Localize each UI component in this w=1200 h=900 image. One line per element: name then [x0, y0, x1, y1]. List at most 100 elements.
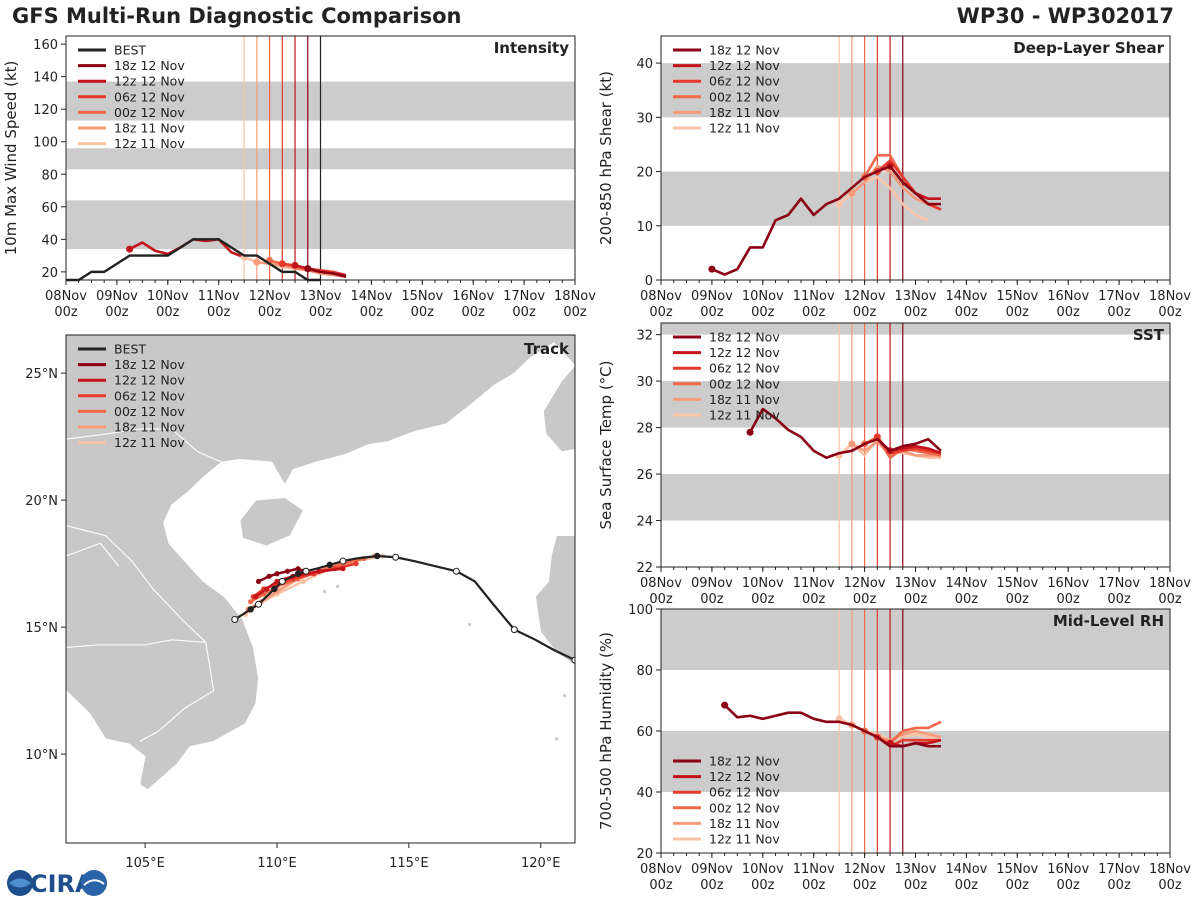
- x-tick-label: 00z: [802, 305, 826, 320]
- y-tick-label: 160: [33, 38, 58, 53]
- x-tick-label: 12Nov: [844, 576, 886, 591]
- y-tick-label: 10°N: [25, 748, 58, 763]
- x-tick-label: 14Nov: [945, 289, 987, 304]
- x-tick-label: 00z: [751, 878, 775, 893]
- x-tick-label: 15Nov: [996, 289, 1038, 304]
- x-tick-label: 00z: [802, 878, 826, 893]
- x-tick-label: 00z: [802, 592, 826, 607]
- x-tick-label: 00z: [1107, 878, 1131, 893]
- storm-id: WP30 - WP302017: [956, 4, 1174, 28]
- forecast-point: [255, 578, 262, 584]
- x-tick-label: 00z: [853, 592, 877, 607]
- country-border: [66, 639, 206, 648]
- x-tick-label: 00z: [1057, 592, 1081, 607]
- x-tick-label: 12Nov: [844, 862, 886, 877]
- best-track-point: [247, 606, 254, 613]
- legend-run-label: 06z 12 Nov: [709, 361, 780, 376]
- series-start-point: [708, 265, 716, 273]
- x-tick-label: 00z: [649, 592, 673, 607]
- legend-run-label: 12z 12 Nov: [709, 769, 780, 784]
- x-tick-label: 13Nov: [895, 862, 937, 877]
- y-tick-label: 24: [636, 515, 653, 530]
- y-tick-label: 10: [636, 220, 653, 235]
- legend-run-label: 06z 12 Nov: [114, 89, 185, 104]
- y-tick-label: 40: [636, 57, 653, 72]
- forecast-point: [266, 573, 272, 579]
- x-tick-label: 14Nov: [350, 289, 392, 304]
- legend-run-label: 12z 12 Nov: [709, 345, 780, 360]
- y-tick-label: 20: [636, 847, 653, 862]
- island: [322, 589, 327, 594]
- best-track-open-point: [571, 656, 575, 664]
- x-tick-label: 00z: [1107, 305, 1131, 320]
- x-tick-label: 18Nov: [1149, 289, 1191, 304]
- x-tick-label: 00z: [700, 592, 724, 607]
- y-axis-label: Sea Surface Temp (°C): [597, 360, 615, 529]
- x-tick-label: 15Nov: [996, 576, 1038, 591]
- x-tick-label: 00z: [105, 305, 129, 320]
- series-start-point: [848, 189, 856, 197]
- y-tick-label: 60: [41, 201, 58, 216]
- x-tick-label: 00z: [462, 305, 486, 320]
- series-start-point: [126, 245, 134, 253]
- series-start-point: [278, 260, 286, 268]
- y-axis-label: 700-500 hPa Humidity (%): [597, 632, 615, 830]
- best-track-open-point: [510, 626, 518, 634]
- panel-shear: 08Nov00z09Nov00z10Nov00z11Nov00z12Nov00z…: [597, 35, 1191, 320]
- panel-sst: 08Nov00z09Nov00z10Nov00z11Nov00z12Nov00z…: [597, 322, 1191, 607]
- x-tick-label: 12Nov: [249, 289, 291, 304]
- x-tick-label: 00z: [1006, 305, 1030, 320]
- legend-run-label: 06z 12 Nov: [114, 388, 185, 403]
- series-start-point: [848, 440, 856, 448]
- x-tick-label: 09Nov: [691, 862, 733, 877]
- legend-run-label: 12z 12 Nov: [114, 373, 185, 388]
- legend-run-label: 12z 11 Nov: [709, 121, 780, 136]
- x-tick-label: 110°E: [257, 856, 297, 871]
- x-tick-label: 00z: [54, 305, 78, 320]
- x-tick-label: 00z: [1158, 305, 1182, 320]
- x-tick-label: 14Nov: [945, 576, 987, 591]
- island: [562, 694, 567, 698]
- panel-title: Mid-Level RH: [1053, 612, 1164, 630]
- legend-run-label: 00z 12 Nov: [709, 376, 780, 391]
- island: [554, 737, 559, 741]
- country-border: [66, 524, 215, 742]
- y-tick-label: 15°N: [25, 621, 58, 636]
- x-tick-label: 16Nov: [1047, 576, 1089, 591]
- x-tick-label: 00z: [649, 305, 673, 320]
- x-tick-label: 00z: [1158, 878, 1182, 893]
- x-tick-label: 18Nov: [554, 289, 596, 304]
- forecast-point: [316, 568, 322, 574]
- panel-title: Deep-Layer Shear: [1013, 39, 1164, 57]
- y-tick-label: 120: [33, 103, 58, 118]
- land-luzon: [535, 535, 575, 666]
- forecast-point: [274, 578, 280, 584]
- x-tick-label: 00z: [853, 878, 877, 893]
- panel-title: SST: [1133, 326, 1165, 344]
- y-tick-label: 26: [636, 468, 653, 483]
- legend-run-label: 06z 12 Nov: [709, 74, 780, 89]
- best-line: [66, 238, 321, 282]
- y-tick-label: 60: [636, 725, 653, 740]
- x-tick-label: 00z: [649, 878, 673, 893]
- legend-best-label: BEST: [114, 342, 146, 357]
- x-tick-label: 00z: [563, 305, 587, 320]
- best-track-point: [374, 552, 381, 560]
- x-tick-label: 16Nov: [452, 289, 494, 304]
- legend-run-label: 18z 12 Nov: [709, 330, 780, 345]
- threshold-band: [661, 381, 1170, 428]
- legend-run-label: 18z 12 Nov: [709, 754, 780, 769]
- legend-run-label: 12z 11 Nov: [114, 435, 185, 450]
- series-start-point: [721, 701, 729, 709]
- x-tick-label: 09Nov: [691, 576, 733, 591]
- land-layer: [66, 335, 575, 791]
- forecast-point: [274, 571, 280, 577]
- legend-run-label: 06z 12 Nov: [709, 785, 780, 800]
- legend-run-label: 18z 12 Nov: [709, 43, 780, 58]
- x-tick-label: 16Nov: [1047, 862, 1089, 877]
- forecast-point: [295, 566, 301, 572]
- series-line: [748, 407, 942, 460]
- x-tick-label: 11Nov: [793, 576, 835, 591]
- x-tick-label: 11Nov: [793, 289, 835, 304]
